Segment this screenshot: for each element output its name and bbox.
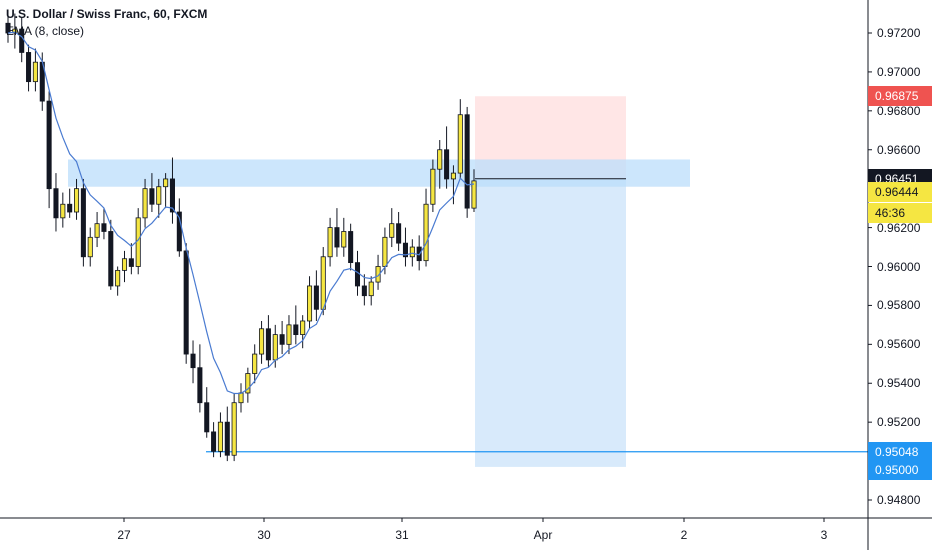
time-tick: 27 [117, 528, 131, 542]
candle-body [252, 353, 258, 374]
price-tick: 0.97200 [877, 26, 921, 40]
candle-body [108, 231, 114, 287]
candle-body [26, 52, 32, 83]
candle-body [300, 320, 306, 336]
candle-body [313, 285, 319, 310]
candle-body [272, 334, 278, 361]
candles-layer [5, 9, 477, 462]
candle-body [176, 211, 182, 252]
price-label-badge: 0.95000 [868, 460, 932, 481]
candle-body [293, 324, 299, 336]
price-label-badge: 46:36 [868, 203, 932, 224]
candle-body [409, 246, 415, 258]
symbol-title[interactable]: U.S. Dollar / Swiss Franc, 60, FXCM [6, 7, 208, 21]
candle-body [190, 353, 196, 369]
time-tick: 31 [395, 528, 409, 542]
candle-body [197, 367, 203, 404]
candle-body [12, 28, 18, 34]
candle-body [444, 149, 450, 180]
candle-body [156, 186, 162, 205]
price-label-badge: 0.96444 [868, 182, 932, 203]
price-tick: 0.95800 [877, 298, 921, 313]
candle-body [368, 281, 374, 297]
ema-layer [7, 31, 475, 395]
price-tick: 0.95200 [877, 415, 921, 430]
candle-body [101, 223, 107, 232]
time-tick: 30 [257, 528, 271, 542]
candle-body [320, 256, 326, 310]
candle-body [211, 431, 217, 452]
candle-body [67, 203, 73, 213]
candle-body [375, 266, 381, 283]
candle-body [307, 285, 313, 322]
candle-body [53, 188, 59, 219]
candle-body [348, 231, 354, 264]
price-tick: 0.96000 [877, 259, 921, 274]
candle-body [402, 242, 408, 258]
candle-body [423, 203, 429, 262]
candle-body [245, 373, 251, 394]
candle-body [128, 258, 134, 267]
candle-body [231, 402, 237, 456]
take-profit-zone [475, 178, 626, 467]
chart-legend: U.S. Dollar / Swiss Franc, 60, FXCM EMA … [6, 6, 207, 40]
price-tick: 0.94800 [877, 493, 921, 507]
candle-body [204, 402, 210, 433]
price-tick: 0.96200 [877, 220, 921, 235]
candle-body [115, 269, 121, 287]
candle-body [354, 262, 361, 287]
candle-body [450, 172, 456, 180]
candle-body [87, 236, 93, 258]
price-label-badge: 0.96875 [868, 86, 932, 107]
candle-body [94, 223, 100, 238]
candle-body [46, 100, 52, 190]
candle-body [121, 258, 128, 271]
candle-body [60, 203, 66, 219]
candle-body [169, 178, 175, 213]
candle-body [361, 285, 367, 297]
ema-line [7, 31, 475, 395]
candle-body [279, 334, 285, 345]
candle-body [437, 149, 443, 170]
candle-body [183, 250, 189, 355]
price-tick: 0.97000 [877, 64, 921, 79]
candle-body [142, 188, 148, 219]
candle-body [238, 392, 244, 404]
candle-body [430, 168, 436, 205]
annotation-layer[interactable] [68, 96, 868, 467]
candle-body [341, 231, 347, 248]
indicator-label[interactable]: EMA (8, close) [6, 24, 85, 38]
price-tick: 0.95400 [877, 376, 921, 391]
candle-body [149, 188, 155, 205]
candle-body [74, 188, 80, 213]
candle-body [327, 227, 333, 258]
price-tick: 0.96800 [877, 103, 921, 118]
candle-body [471, 180, 477, 209]
candle-body [163, 178, 169, 188]
candle-body [464, 114, 470, 209]
time-tick: 2 [680, 528, 688, 542]
candle-body [259, 328, 265, 355]
price-label-badge: 0.95048 [868, 441, 932, 462]
resistance-zone [68, 159, 690, 187]
candle-body [396, 223, 402, 244]
candle-body [334, 227, 340, 248]
candle-body [80, 188, 86, 258]
candle-body [265, 328, 271, 361]
time-tick: 3 [820, 528, 828, 542]
price-tick: 0.95600 [877, 337, 921, 352]
candle-body [382, 236, 388, 267]
candle-body [32, 61, 38, 83]
candle-body [286, 324, 292, 345]
time-tick: Apr [533, 528, 553, 542]
candle-body [224, 421, 230, 456]
price-tick: 0.96600 [877, 142, 921, 157]
candle-body [389, 223, 395, 238]
candle-body [217, 421, 223, 452]
candle-body [457, 114, 463, 174]
